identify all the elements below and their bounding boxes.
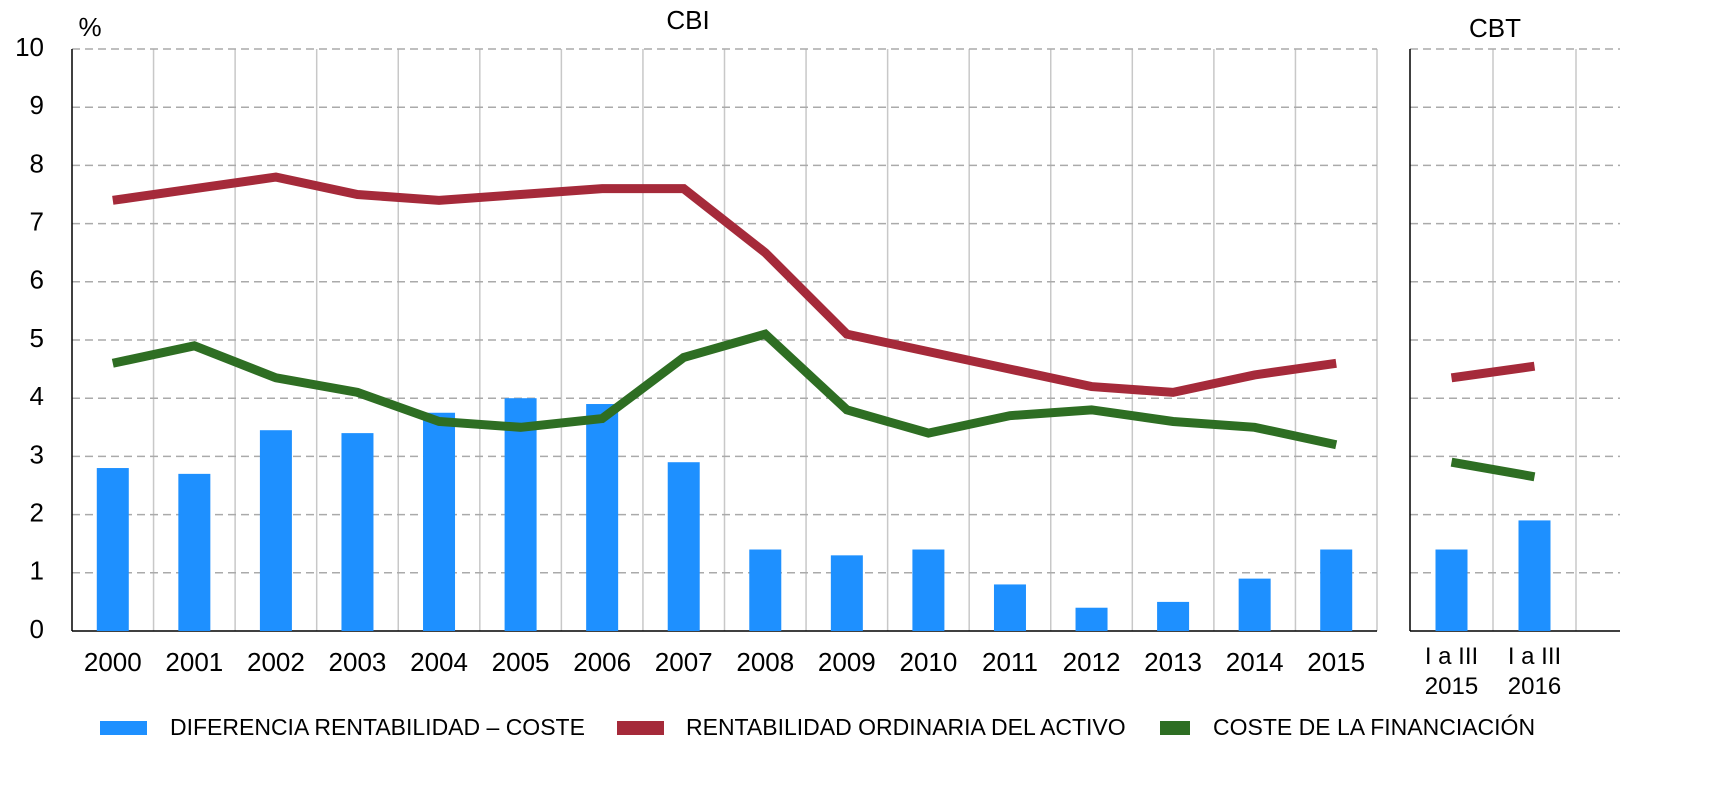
bar — [178, 473, 211, 631]
legend-swatch — [100, 721, 147, 735]
x-tick-label: I a III 2016 — [1507, 643, 1562, 700]
chart-title: CBI — [666, 5, 709, 35]
y-tick-label: 6 — [30, 265, 44, 295]
x-tick-label: 2008 — [736, 647, 794, 677]
x-tick-label: 2013 — [1144, 647, 1202, 677]
legend-swatch — [1160, 721, 1190, 735]
bar — [1157, 601, 1190, 631]
x-tick-label: 2006 — [573, 647, 631, 677]
y-tick-label: 3 — [30, 439, 44, 469]
x-tick-label: 2012 — [1063, 647, 1121, 677]
x-tick-label: 2002 — [247, 647, 305, 677]
legend-swatch — [617, 721, 664, 735]
x-tick-label: 2014 — [1226, 647, 1284, 677]
bar — [830, 555, 863, 631]
bar — [1238, 578, 1271, 631]
x-tick-label: 2003 — [329, 647, 387, 677]
x-tick-label: 2015 — [1307, 647, 1365, 677]
bar — [341, 433, 374, 631]
bar — [96, 468, 129, 631]
bar — [1320, 549, 1353, 631]
bar — [1075, 607, 1108, 631]
line — [1450, 361, 1536, 383]
line — [112, 172, 1337, 397]
legend-label: RENTABILIDAD ORDINARIA DEL ACTIVO — [686, 714, 1126, 740]
y-tick-label: 9 — [30, 90, 44, 120]
x-tick-label: 2007 — [655, 647, 713, 677]
line — [1450, 457, 1536, 482]
bar — [912, 549, 945, 631]
bar — [504, 398, 537, 631]
y-tick-label: 10 — [15, 32, 44, 62]
x-tick-label: 2000 — [84, 647, 142, 677]
bar — [586, 404, 619, 631]
bar — [1435, 549, 1468, 631]
x-tick-label: 2011 — [982, 647, 1038, 677]
y-tick-label: 5 — [30, 323, 44, 353]
y-tick-label: 2 — [30, 497, 44, 527]
x-tick-label: 2001 — [165, 647, 223, 677]
y-tick-label: 7 — [30, 206, 44, 236]
x-tick-label: 2010 — [899, 647, 957, 677]
x-tick-label: 2005 — [492, 647, 550, 677]
legend-label: COSTE DE LA FINANCIACIÓN — [1213, 714, 1535, 740]
bar — [667, 462, 700, 631]
y-axis-label: % — [78, 12, 101, 42]
x-tick-label: I a III 2015 — [1424, 643, 1479, 700]
y-tick-label: 4 — [30, 381, 44, 411]
bar — [259, 430, 292, 631]
bar — [749, 549, 782, 631]
bar — [993, 584, 1026, 631]
x-tick-label: 2004 — [410, 647, 468, 677]
chart-title: CBT — [1469, 13, 1521, 43]
legend-label: DIFERENCIA RENTABILIDAD – COSTE — [170, 714, 585, 740]
y-tick-label: 0 — [30, 614, 44, 644]
x-tick-label: 2009 — [818, 647, 876, 677]
bar — [423, 412, 456, 631]
bar — [1518, 520, 1551, 631]
y-tick-label: 1 — [30, 556, 44, 586]
line — [111, 329, 1338, 450]
y-tick-label: 8 — [30, 148, 44, 178]
